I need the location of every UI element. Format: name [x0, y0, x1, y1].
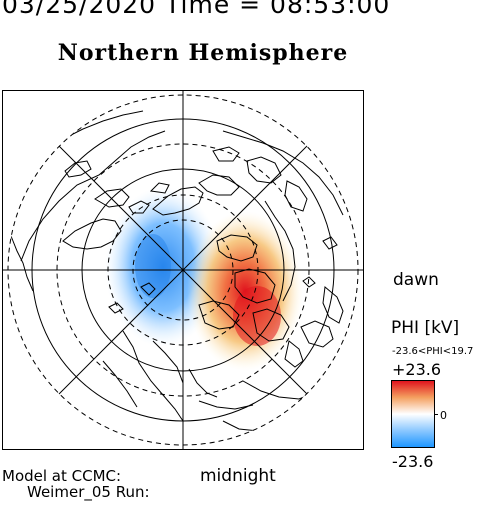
continent-outlines: [8, 110, 348, 444]
model-label-line2: Weimer_05 Run:: [27, 483, 150, 501]
colorbar-zero-tick: [434, 414, 438, 415]
dawn-label: dawn: [393, 270, 439, 290]
polar-map-svg: [3, 91, 363, 449]
model-label-line1: Model at CCMC:: [2, 467, 122, 485]
colorbar-range-text: -23.6<PHI<19.7: [392, 346, 474, 357]
midnight-label: midnight: [200, 466, 276, 486]
colorbar-title: PHI [kV]: [391, 318, 460, 338]
meridian-lines: [3, 91, 363, 449]
hemisphere-title: Northern Hemisphere: [57, 40, 349, 66]
colorbar-min-label: -23.6: [392, 452, 434, 471]
colorbar-zero-label: 0: [440, 409, 447, 422]
potential-pattern: [105, 187, 303, 371]
colorbar-max-label: +23.6: [392, 360, 442, 379]
polar-plot-frame: [2, 90, 364, 450]
colorbar-gradient: [391, 380, 435, 448]
date-time-header: 03/25/2020 Time = 08:53:00: [2, 0, 391, 19]
